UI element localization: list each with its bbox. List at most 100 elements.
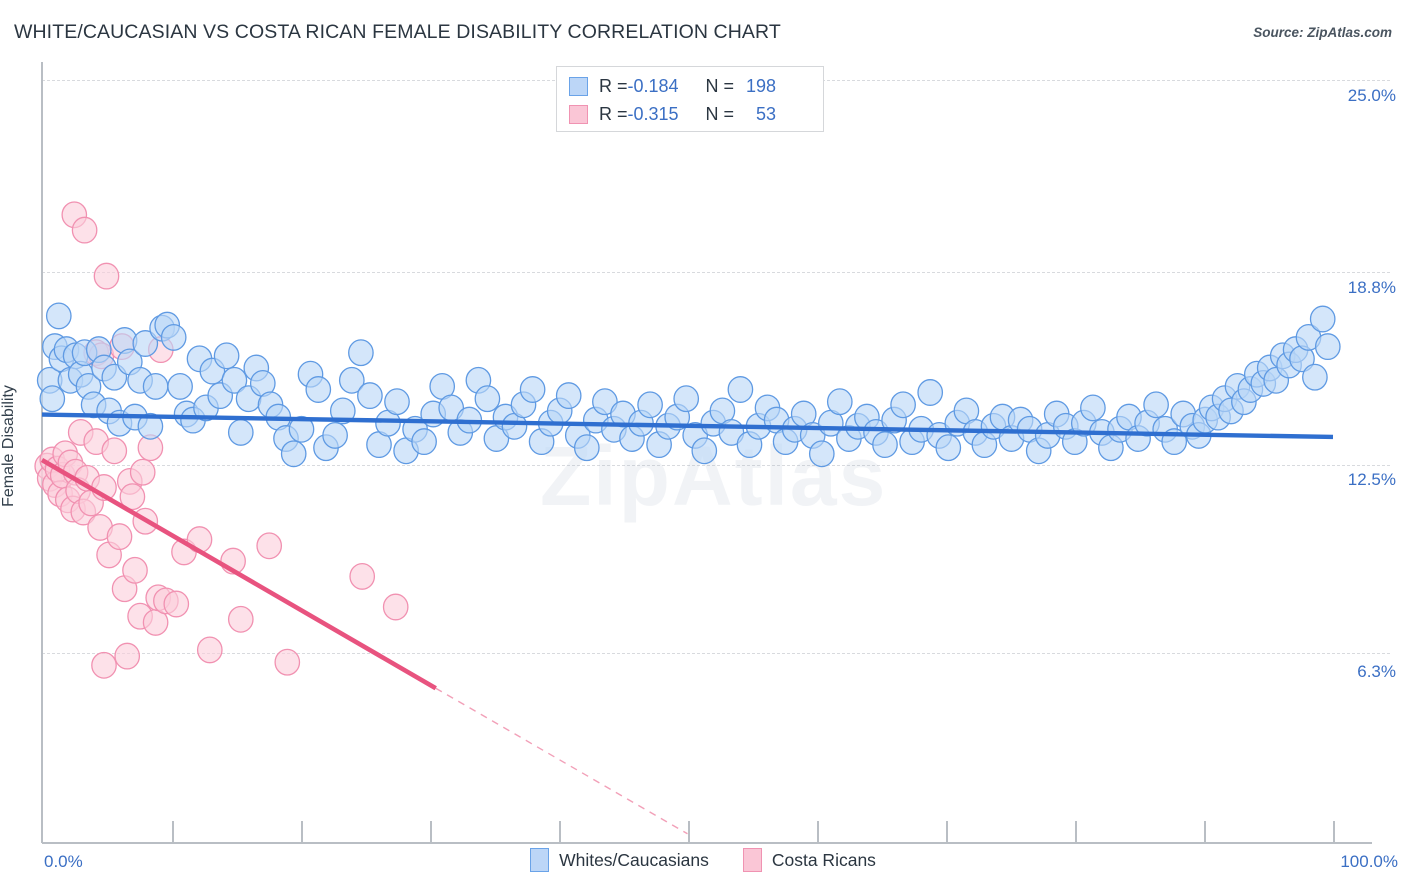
- data-point: [646, 431, 672, 459]
- data-point: [799, 421, 826, 449]
- legend-r-value-whites: -0.184: [627, 75, 679, 96]
- data-point: [808, 440, 835, 468]
- data-point: [1161, 428, 1188, 456]
- data-point: [80, 391, 107, 419]
- data-point: [147, 336, 174, 364]
- data-point: [438, 394, 465, 422]
- data-point: [1282, 336, 1309, 364]
- data-point: [61, 201, 88, 229]
- data-point: [682, 421, 709, 449]
- data-point: [1263, 366, 1290, 394]
- data-point: [619, 425, 645, 452]
- data-point: [180, 406, 206, 434]
- data-point: [510, 391, 537, 419]
- data-point: [564, 421, 591, 449]
- x-axis-line: [42, 842, 1372, 844]
- data-point: [1192, 406, 1219, 434]
- correlation-legend: R = -0.184 N = 198 R = -0.315 N = 53: [556, 66, 824, 132]
- data-point: [145, 584, 172, 612]
- data-point: [1125, 425, 1151, 452]
- data-point: [447, 418, 474, 446]
- data-point: [1276, 351, 1302, 379]
- data-point: [1289, 345, 1315, 373]
- data-point: [96, 541, 122, 569]
- data-point: [305, 376, 332, 403]
- data-point: [402, 415, 428, 443]
- y-tick-label-25: 25.0%: [1347, 86, 1396, 105]
- data-point: [573, 434, 600, 462]
- x-tick-8: [1075, 821, 1077, 843]
- data-point: [62, 342, 89, 370]
- data-point: [96, 397, 122, 425]
- data-point: [908, 415, 935, 443]
- data-point: [34, 452, 61, 480]
- data-point: [129, 458, 156, 486]
- data-point: [186, 526, 213, 554]
- series-group-whites-caucasians: [36, 302, 1341, 468]
- data-point: [149, 314, 175, 342]
- data-point: [836, 425, 862, 452]
- data-point: [57, 449, 84, 477]
- data-point: [62, 458, 89, 486]
- data-point: [537, 409, 564, 437]
- legend-n-value-whites: 198: [745, 75, 777, 96]
- data-point: [899, 428, 925, 456]
- data-point: [227, 605, 254, 633]
- legend-r-value-costa-ricans: -0.315: [627, 103, 679, 124]
- data-point: [1179, 412, 1206, 440]
- data-point: [754, 394, 781, 422]
- data-point: [1170, 400, 1197, 428]
- series-group-costa-ricans: [34, 201, 409, 679]
- series-swatch-costa-ricans-icon: [742, 848, 762, 872]
- x-tick-4: [559, 821, 561, 843]
- data-point: [48, 345, 75, 373]
- data-point: [111, 575, 138, 603]
- data-point: [196, 636, 223, 664]
- data-point: [1250, 369, 1277, 397]
- x-axis-max-label: 100.0%: [1340, 852, 1398, 871]
- data-point: [85, 336, 112, 364]
- data-point: [44, 455, 71, 483]
- data-point: [1211, 385, 1238, 413]
- data-point: [1107, 415, 1133, 443]
- data-point: [926, 421, 953, 449]
- data-point: [592, 388, 618, 416]
- legend-row-costa-ricans: R = -0.315 N = 53: [569, 100, 811, 128]
- data-point: [256, 532, 283, 560]
- data-point: [790, 400, 817, 428]
- series-swatch-whites-icon: [530, 848, 550, 872]
- data-point: [546, 397, 573, 425]
- legend-row-whites: R = -0.184 N = 198: [569, 72, 811, 100]
- data-point: [132, 507, 159, 535]
- gridline-12-5: [42, 465, 1390, 466]
- data-point: [718, 418, 745, 446]
- data-point: [357, 382, 383, 410]
- data-point: [429, 372, 456, 400]
- data-point: [944, 409, 971, 437]
- trendline-costa-ricans-projection: [435, 687, 688, 835]
- data-point: [132, 330, 159, 357]
- data-point: [221, 366, 248, 394]
- data-point: [265, 403, 292, 431]
- data-point: [736, 431, 763, 459]
- data-point: [199, 357, 226, 385]
- y-axis-title-text: Female Disability: [0, 385, 17, 507]
- data-point: [78, 489, 104, 517]
- data-point: [1237, 376, 1264, 403]
- data-point: [101, 437, 128, 465]
- data-point: [1218, 397, 1244, 425]
- x-tick-2: [301, 821, 303, 843]
- data-point: [88, 342, 115, 370]
- data-point: [483, 425, 510, 452]
- data-point: [42, 471, 68, 498]
- data-point: [664, 403, 691, 431]
- x-axis-min-label: 0.0%: [44, 852, 83, 871]
- data-point: [53, 336, 80, 364]
- data-point: [881, 406, 907, 434]
- data-point: [1098, 434, 1124, 462]
- data-point: [1134, 409, 1160, 437]
- series-legend-item-whites[interactable]: Whites/Caucasians: [530, 848, 709, 872]
- series-legend-item-costa-ricans[interactable]: Costa Ricans: [742, 848, 876, 872]
- data-point: [1025, 437, 1052, 465]
